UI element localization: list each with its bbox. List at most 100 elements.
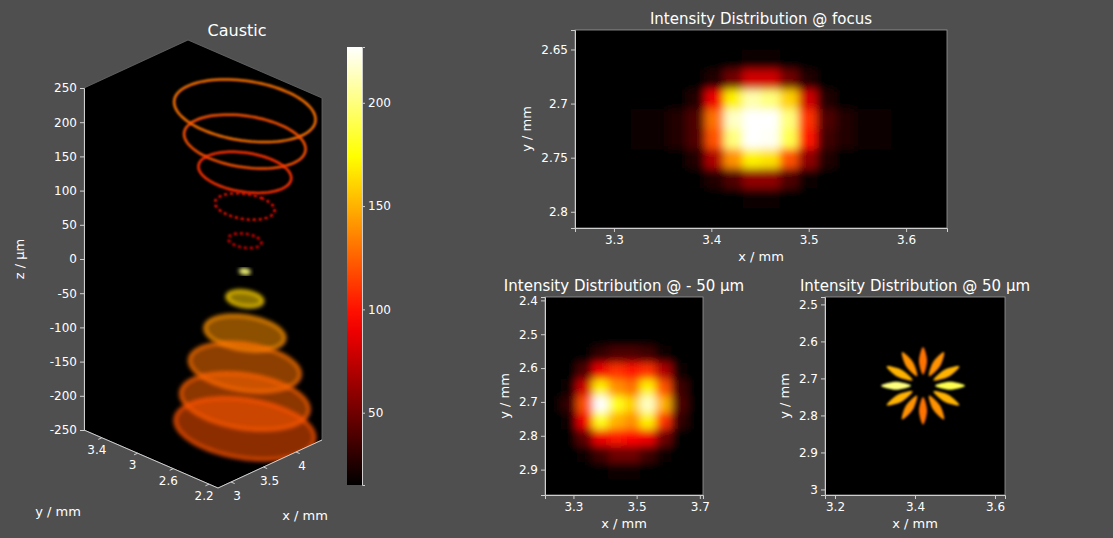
cell (594, 169, 613, 189)
cell (742, 50, 761, 70)
cell (577, 446, 593, 463)
cell (817, 50, 836, 70)
tick-mark (571, 104, 575, 105)
tick-mark (573, 495, 574, 499)
x-axis-line (218, 440, 322, 488)
tick: 3.3 (605, 228, 624, 247)
cell (854, 208, 873, 228)
cell (928, 50, 947, 70)
cell (687, 330, 703, 347)
tick-mark (571, 49, 575, 50)
cell (608, 347, 624, 364)
cell (592, 330, 608, 347)
tick-mark (170, 469, 174, 471)
cell (835, 89, 854, 109)
tick-mark (80, 259, 84, 260)
cell (561, 413, 577, 430)
image-panel: 3.33.53.72.42.52.62.72.82.9Intensity Dis… (497, 277, 744, 531)
cell (835, 109, 854, 129)
cell (545, 380, 561, 397)
z-axis: -250-200-150-100-50050100150200250 (50, 81, 85, 437)
cell (873, 109, 892, 129)
axis-line (541, 298, 546, 496)
cell (594, 30, 613, 50)
cell (668, 109, 687, 129)
cell (656, 297, 672, 314)
cell (687, 314, 703, 331)
cell (761, 129, 780, 149)
axis-title: y / mm (777, 373, 792, 419)
cell (668, 188, 687, 208)
cell (687, 297, 703, 314)
cell (594, 70, 613, 90)
tick-label: -200 (50, 389, 77, 403)
tick-mark (362, 309, 365, 310)
tick-mark (541, 436, 545, 437)
plot-background (84, 40, 322, 488)
cell (854, 30, 873, 50)
cell (910, 169, 929, 189)
tick: 100 (54, 184, 84, 198)
cell (649, 188, 668, 208)
axis-line (826, 496, 1006, 500)
tick-mark (821, 415, 825, 416)
cell (835, 208, 854, 228)
cell (742, 89, 761, 109)
cell (545, 314, 561, 331)
cell (780, 149, 799, 169)
cell (649, 50, 668, 70)
cell (761, 70, 780, 90)
tick-label: 3.5 (800, 233, 819, 247)
cell (671, 314, 687, 331)
cell (612, 50, 631, 70)
cell (687, 363, 703, 380)
tick-label: 2.8 (549, 205, 568, 219)
cell (910, 50, 929, 70)
tick-mark (296, 452, 300, 454)
cell (928, 30, 947, 50)
cell (798, 129, 817, 149)
tick-label: 50 (62, 218, 77, 232)
cell (640, 297, 656, 314)
tick-mark (98, 438, 102, 440)
tick: 0 (69, 252, 84, 266)
tick-mark (80, 88, 84, 89)
cell (656, 462, 672, 479)
cell (835, 149, 854, 169)
cell (631, 129, 650, 149)
cell (545, 429, 561, 446)
cell (545, 396, 561, 413)
cell (575, 30, 594, 50)
cell (798, 30, 817, 50)
tick-label: 2.5 (799, 298, 818, 312)
cell (742, 30, 761, 50)
cell (724, 30, 743, 50)
tick-label: 3.4 (87, 443, 106, 457)
cell (545, 446, 561, 463)
plot-area (881, 347, 965, 425)
tick: 3.6 (897, 228, 916, 247)
cell (575, 109, 594, 129)
tick-mark (541, 334, 545, 335)
tick-label: 2.6 (799, 335, 818, 349)
cell (656, 429, 672, 446)
tick: 2.6 (519, 361, 545, 375)
tick-label: -250 (50, 423, 77, 437)
spoke (919, 397, 927, 425)
tick-mark (541, 368, 545, 369)
tick: 2.5 (799, 298, 825, 312)
cell (545, 347, 561, 364)
cell (671, 446, 687, 463)
cell (873, 89, 892, 109)
cell (612, 169, 631, 189)
cell (891, 109, 910, 129)
cell (780, 109, 799, 129)
tick-mark (80, 225, 84, 226)
plot-background (575, 30, 947, 228)
cell (631, 89, 650, 109)
cell (928, 188, 947, 208)
tick-label: 2.7 (549, 97, 568, 111)
cell (577, 413, 593, 430)
tick: 250 (54, 81, 84, 95)
spoke (902, 352, 918, 376)
